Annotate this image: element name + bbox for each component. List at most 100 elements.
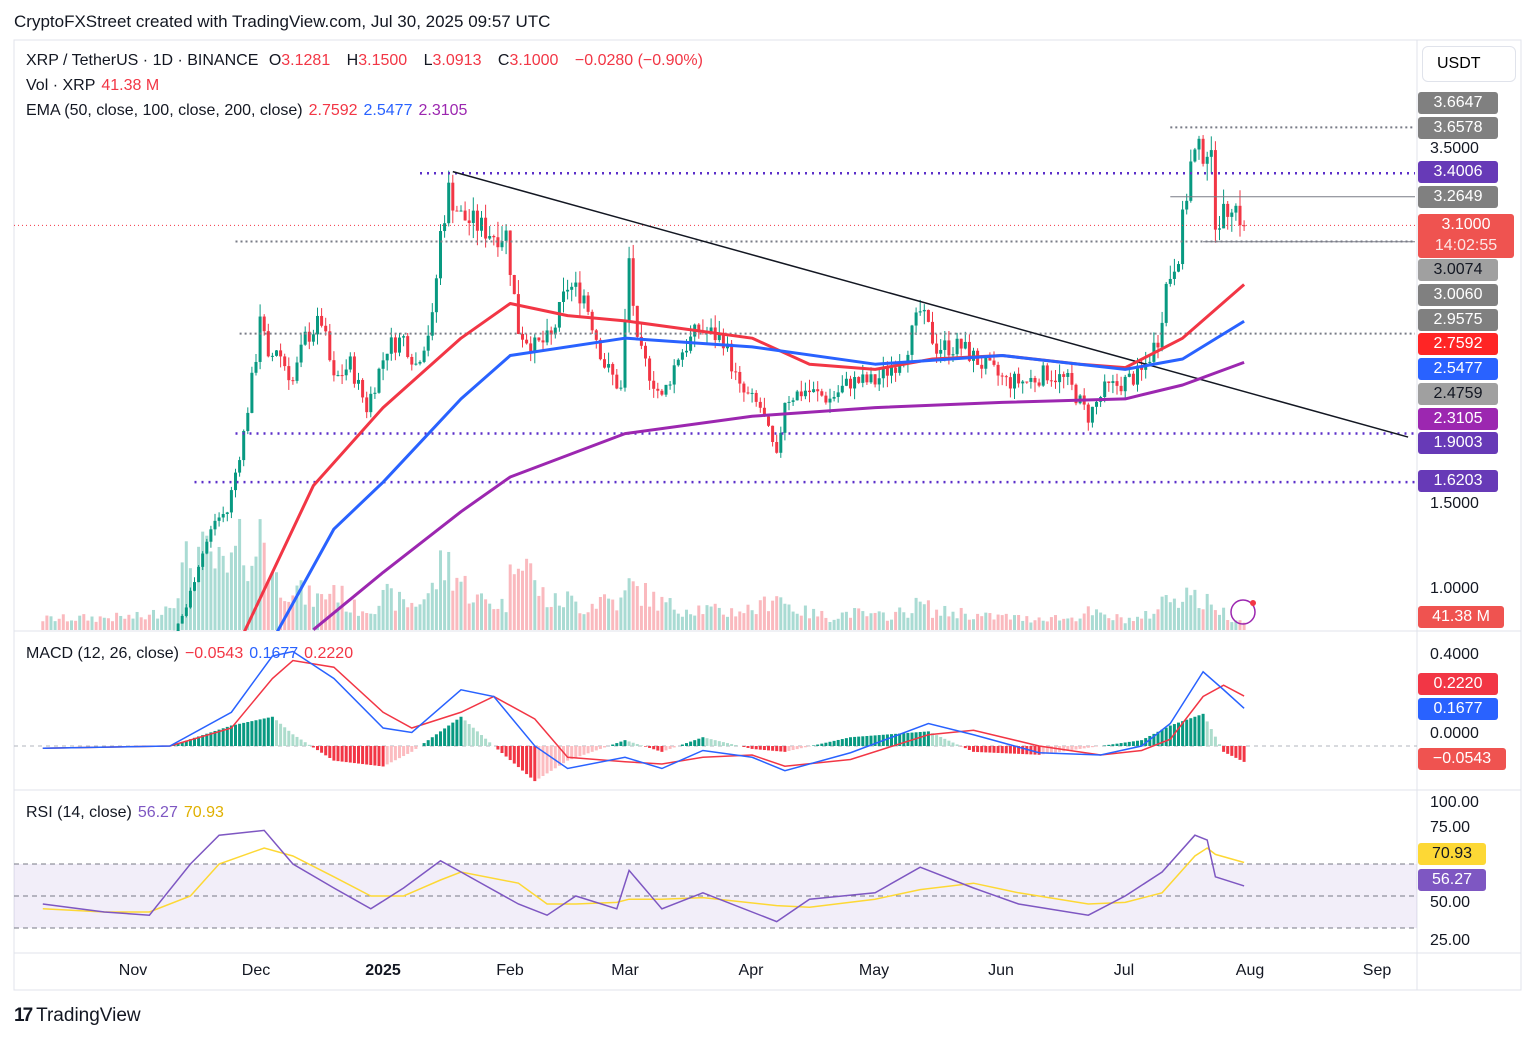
macd-histogram-bar bbox=[877, 735, 881, 746]
candle bbox=[1168, 278, 1172, 284]
macd-histogram-bar bbox=[221, 728, 225, 746]
volume-label[interactable]: Vol · XRP bbox=[26, 77, 96, 94]
candle bbox=[537, 337, 541, 341]
x-axis-label: Nov bbox=[118, 962, 148, 979]
candle bbox=[480, 217, 483, 231]
candle bbox=[1131, 373, 1135, 385]
ema-label[interactable]: EMA (50, close, 100, close, 200, close) bbox=[26, 102, 303, 119]
volume-bar bbox=[865, 616, 869, 630]
candle bbox=[279, 350, 283, 357]
candle bbox=[730, 343, 734, 372]
candle bbox=[795, 391, 799, 401]
macd-histogram-bar bbox=[664, 746, 668, 751]
macd-histogram-bar bbox=[1021, 746, 1025, 755]
candle bbox=[652, 380, 656, 389]
macd-histogram-bar bbox=[500, 746, 504, 754]
volume-bar bbox=[607, 598, 611, 630]
low-label: L bbox=[423, 52, 433, 69]
volume-bar bbox=[820, 610, 824, 630]
candle bbox=[898, 365, 902, 373]
volume-bar bbox=[426, 593, 430, 630]
volume-bar bbox=[1197, 608, 1201, 630]
candle bbox=[275, 350, 278, 356]
price-tick: 3.5000 bbox=[1430, 140, 1479, 157]
candle bbox=[1172, 271, 1176, 279]
volume-bar bbox=[639, 605, 643, 630]
volume-bar bbox=[1144, 611, 1148, 630]
candle bbox=[775, 441, 779, 453]
volume-bar bbox=[734, 616, 738, 630]
candle bbox=[758, 401, 762, 408]
candle bbox=[648, 358, 652, 381]
candle bbox=[820, 391, 824, 396]
macd-histogram-bar bbox=[660, 746, 664, 752]
volume-bar bbox=[984, 612, 988, 630]
volume-bar bbox=[1025, 616, 1029, 630]
volume-bar bbox=[123, 618, 127, 630]
candle bbox=[348, 356, 352, 370]
volume-bar bbox=[131, 618, 135, 630]
candle bbox=[935, 343, 939, 354]
volume-bar bbox=[775, 596, 779, 630]
volume-bar bbox=[721, 614, 725, 630]
volume-bar bbox=[320, 594, 324, 630]
macd-histogram-bar bbox=[689, 741, 693, 746]
macd-histogram-bar bbox=[1074, 746, 1078, 750]
volume-bar bbox=[352, 599, 356, 630]
macd-label[interactable]: MACD (12, 26, close) bbox=[26, 645, 179, 662]
candle bbox=[611, 364, 615, 375]
volume-bar bbox=[172, 608, 176, 630]
macd-histogram-bar bbox=[1152, 733, 1156, 746]
candle bbox=[365, 397, 369, 413]
volume-bar bbox=[959, 607, 963, 630]
candle bbox=[709, 327, 713, 333]
trendline bbox=[452, 170, 1409, 438]
macd-histogram-bar bbox=[574, 746, 578, 758]
volume-bar bbox=[299, 580, 303, 630]
symbol-label[interactable]: XRP / TetherUS · 1D · BINANCE bbox=[26, 52, 259, 69]
candle bbox=[1218, 228, 1221, 230]
volume-bar bbox=[500, 598, 504, 630]
macd-histogram-bar bbox=[730, 744, 734, 746]
macd-histogram-bar bbox=[955, 744, 959, 746]
macd-histogram-bar bbox=[717, 741, 721, 746]
candle bbox=[258, 316, 262, 362]
candle bbox=[287, 366, 291, 381]
rsi-label[interactable]: RSI (14, close) bbox=[26, 804, 132, 821]
price-level-tag: 1.6203 bbox=[1418, 470, 1498, 492]
candle bbox=[1058, 374, 1062, 383]
macd-histogram-bar bbox=[726, 743, 729, 746]
tradingview-logo[interactable]: 17 TradingView bbox=[14, 1005, 141, 1027]
candle bbox=[426, 335, 430, 351]
volume-bar bbox=[1185, 587, 1189, 630]
macd-histogram-bar bbox=[902, 733, 906, 746]
volume-bar bbox=[492, 609, 496, 630]
macd-histogram-bar bbox=[1078, 746, 1082, 749]
candle bbox=[434, 278, 438, 313]
macd-signal-tag: 0.2220 bbox=[1418, 673, 1498, 695]
currency-button[interactable]: USDT bbox=[1422, 46, 1516, 82]
volume-bar bbox=[193, 581, 196, 630]
candle bbox=[398, 337, 401, 353]
candle bbox=[803, 390, 807, 397]
candle bbox=[1041, 365, 1045, 386]
macd-histogram-bar bbox=[459, 716, 463, 746]
candle bbox=[791, 400, 795, 402]
candle bbox=[316, 315, 319, 335]
macd-histogram-bar bbox=[426, 740, 430, 746]
macd-histogram-bar bbox=[582, 746, 586, 755]
volume-bar bbox=[434, 589, 438, 630]
macd-histogram-bar bbox=[746, 746, 750, 748]
volume-bar bbox=[389, 588, 393, 630]
candle bbox=[676, 359, 680, 366]
candle bbox=[328, 331, 332, 361]
candle bbox=[295, 362, 299, 381]
candle bbox=[525, 339, 529, 344]
rsi-value: 56.27 bbox=[137, 804, 178, 821]
rsi-ma-tag: 70.93 bbox=[1418, 843, 1486, 865]
candle bbox=[1045, 365, 1049, 381]
volume-bar bbox=[1090, 615, 1094, 630]
candle bbox=[1181, 209, 1185, 265]
